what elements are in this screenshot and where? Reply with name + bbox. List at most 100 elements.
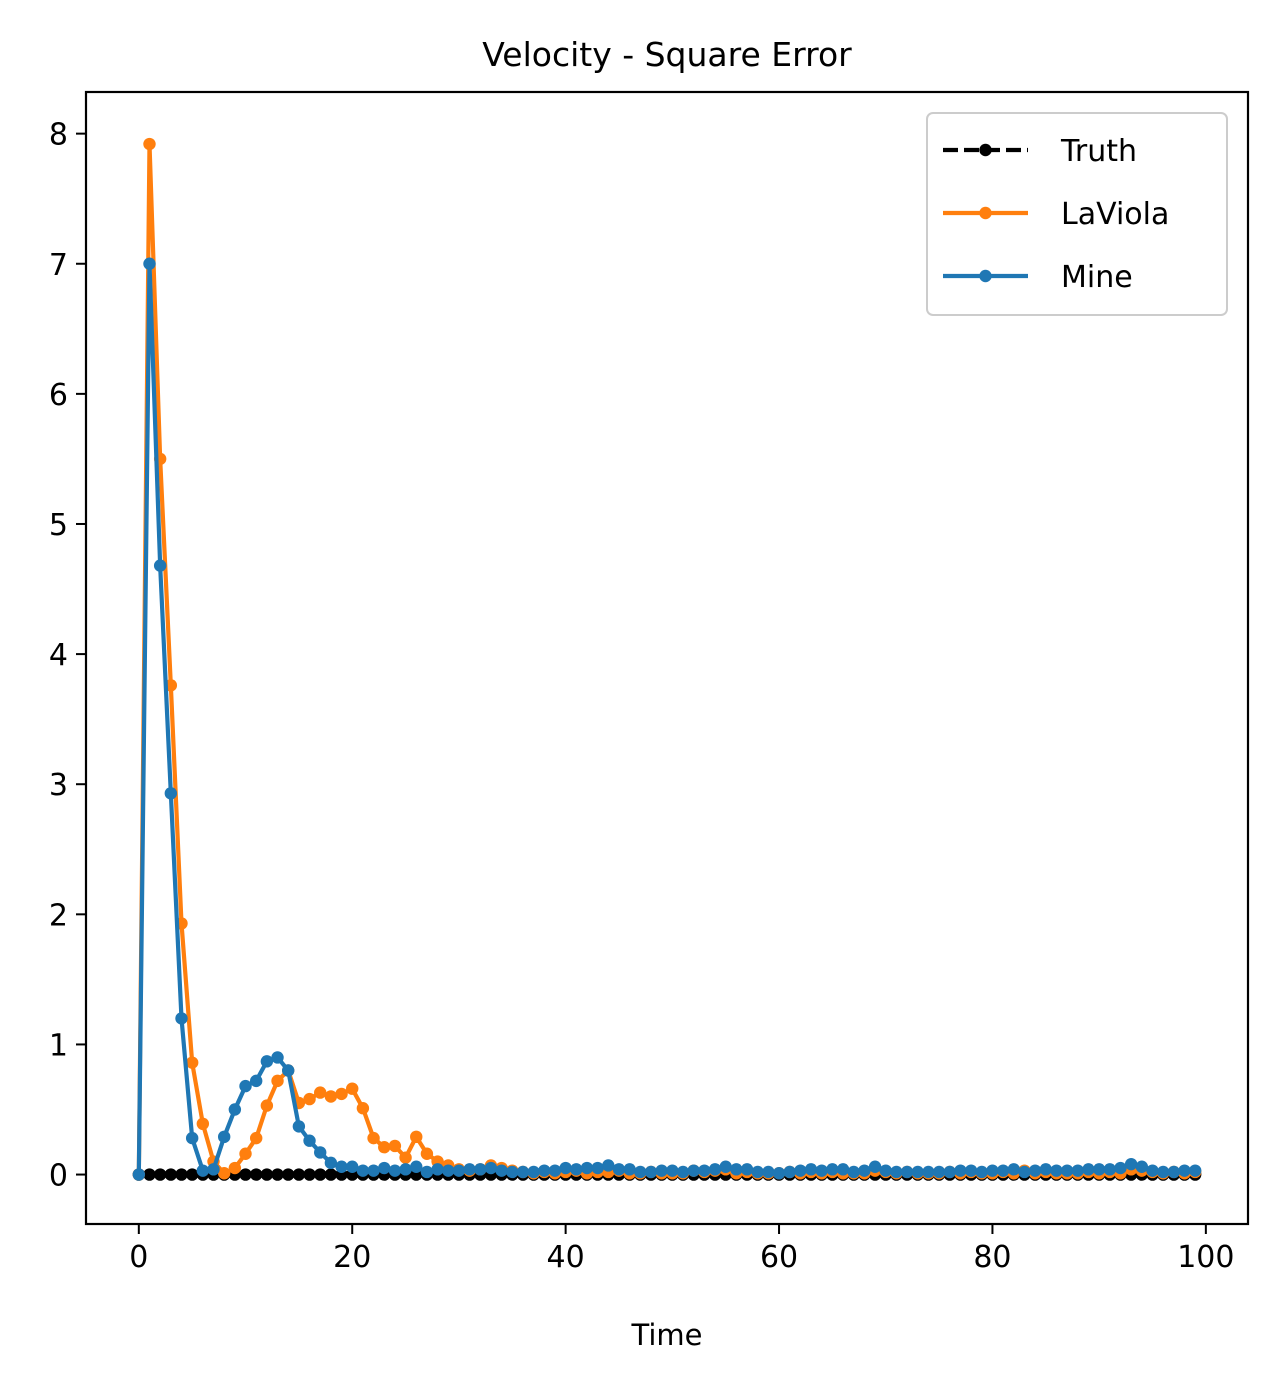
data-point-mine — [548, 1164, 562, 1177]
data-point-laviola — [324, 1090, 338, 1103]
y-tick-label: 3 — [49, 768, 68, 803]
legend-marker-truth — [979, 143, 992, 157]
data-point-mine — [484, 1161, 498, 1175]
data-point-mine — [324, 1156, 338, 1170]
data-point-mine — [730, 1163, 743, 1176]
data-point-mine — [164, 787, 178, 800]
data-point-mine — [762, 1165, 775, 1179]
data-point-mine — [335, 1160, 348, 1173]
data-point-mine — [175, 1012, 188, 1025]
legend-item-truth: Truth — [943, 134, 1137, 169]
data-point-laviola — [228, 1161, 242, 1175]
data-point-mine — [922, 1165, 935, 1179]
data-point-mine — [1167, 1165, 1181, 1179]
data-point-mine — [751, 1165, 764, 1179]
legend-box — [926, 112, 1228, 316]
data-point-mine — [676, 1165, 690, 1179]
axes-frame — [84, 90, 1250, 1226]
data-point-mine — [367, 1164, 380, 1177]
data-point-mine — [431, 1163, 444, 1176]
y-tick-label: 7 — [49, 248, 68, 283]
data-point-truth — [185, 1168, 199, 1181]
data-point-truth — [324, 1168, 338, 1181]
y-tick-label: 8 — [49, 118, 68, 153]
y-tick-label: 4 — [49, 638, 68, 673]
data-point-mine — [858, 1164, 871, 1177]
data-point-mine — [975, 1165, 988, 1179]
data-point-mine — [1060, 1164, 1074, 1177]
data-point-mine — [623, 1163, 636, 1176]
data-point-mine — [538, 1164, 551, 1177]
data-point-mine — [804, 1163, 818, 1176]
data-point-laviola — [185, 1056, 199, 1069]
data-point-mine — [1135, 1160, 1149, 1173]
data-point-mine — [516, 1165, 530, 1179]
data-point-laviola — [303, 1092, 316, 1106]
data-point-truth — [239, 1168, 252, 1181]
data-point-mine — [1146, 1164, 1159, 1177]
data-point-laviola — [410, 1130, 423, 1144]
data-point-mine — [634, 1165, 647, 1179]
data-point-mine — [132, 1168, 146, 1181]
data-point-truth — [303, 1168, 316, 1181]
data-point-mine — [602, 1159, 615, 1172]
data-point-laviola — [271, 1074, 284, 1088]
data-point-mine — [708, 1163, 722, 1176]
data-point-mine — [772, 1167, 786, 1180]
data-point-mine — [249, 1074, 263, 1088]
data-point-mine — [1018, 1165, 1031, 1179]
data-point-truth — [249, 1168, 263, 1181]
data-point-mine — [495, 1164, 508, 1177]
data-point-mine — [644, 1165, 658, 1179]
data-point-mine — [591, 1161, 604, 1175]
data-point-laviola — [196, 1117, 210, 1131]
data-point-laviola — [335, 1087, 348, 1101]
data-point-mine — [527, 1165, 540, 1179]
series-mine — [132, 257, 1202, 1181]
data-point-mine — [740, 1163, 754, 1176]
data-point-mine — [1114, 1161, 1127, 1175]
data-point-mine — [474, 1163, 487, 1176]
data-point-mine — [879, 1164, 892, 1177]
data-point-mine — [1156, 1165, 1170, 1179]
legend-item-laviola: LaViola — [943, 197, 1169, 232]
data-point-truth — [282, 1168, 295, 1181]
data-point-mine — [410, 1160, 423, 1173]
chart-title: Velocity - Square Error — [482, 35, 852, 74]
data-point-mine — [378, 1161, 391, 1175]
data-point-truth — [175, 1168, 188, 1181]
data-point-mine — [580, 1161, 594, 1175]
data-point-mine — [1007, 1163, 1020, 1176]
data-point-mine — [153, 559, 167, 572]
data-point-mine — [260, 1055, 274, 1068]
y-tick-label: 5 — [49, 508, 68, 543]
data-point-mine — [815, 1164, 828, 1177]
data-point-mine — [452, 1164, 466, 1177]
data-point-mine — [346, 1160, 359, 1173]
data-point-mine — [783, 1165, 796, 1179]
data-point-laviola — [388, 1139, 402, 1153]
data-point-mine — [1124, 1157, 1138, 1171]
data-point-laviola — [260, 1099, 274, 1112]
data-point-mine — [698, 1164, 711, 1177]
data-point-mine — [996, 1164, 1010, 1177]
data-point-mine — [1071, 1164, 1085, 1177]
x-tick-label: 20 — [333, 1240, 371, 1275]
data-point-mine — [228, 1103, 242, 1116]
data-point-mine — [900, 1165, 914, 1179]
data-point-mine — [719, 1160, 732, 1173]
data-point-mine — [847, 1165, 860, 1179]
data-point-mine — [954, 1164, 967, 1177]
data-point-mine — [1103, 1163, 1117, 1176]
data-point-mine — [1092, 1163, 1106, 1176]
data-point-mine — [420, 1165, 434, 1179]
data-point-mine — [196, 1164, 210, 1177]
legend-label: Mine — [1061, 260, 1133, 295]
data-point-mine — [943, 1165, 956, 1179]
data-point-truth — [260, 1168, 274, 1181]
data-point-laviola — [239, 1147, 252, 1160]
data-point-truth — [143, 1168, 156, 1181]
data-point-mine — [314, 1146, 327, 1159]
